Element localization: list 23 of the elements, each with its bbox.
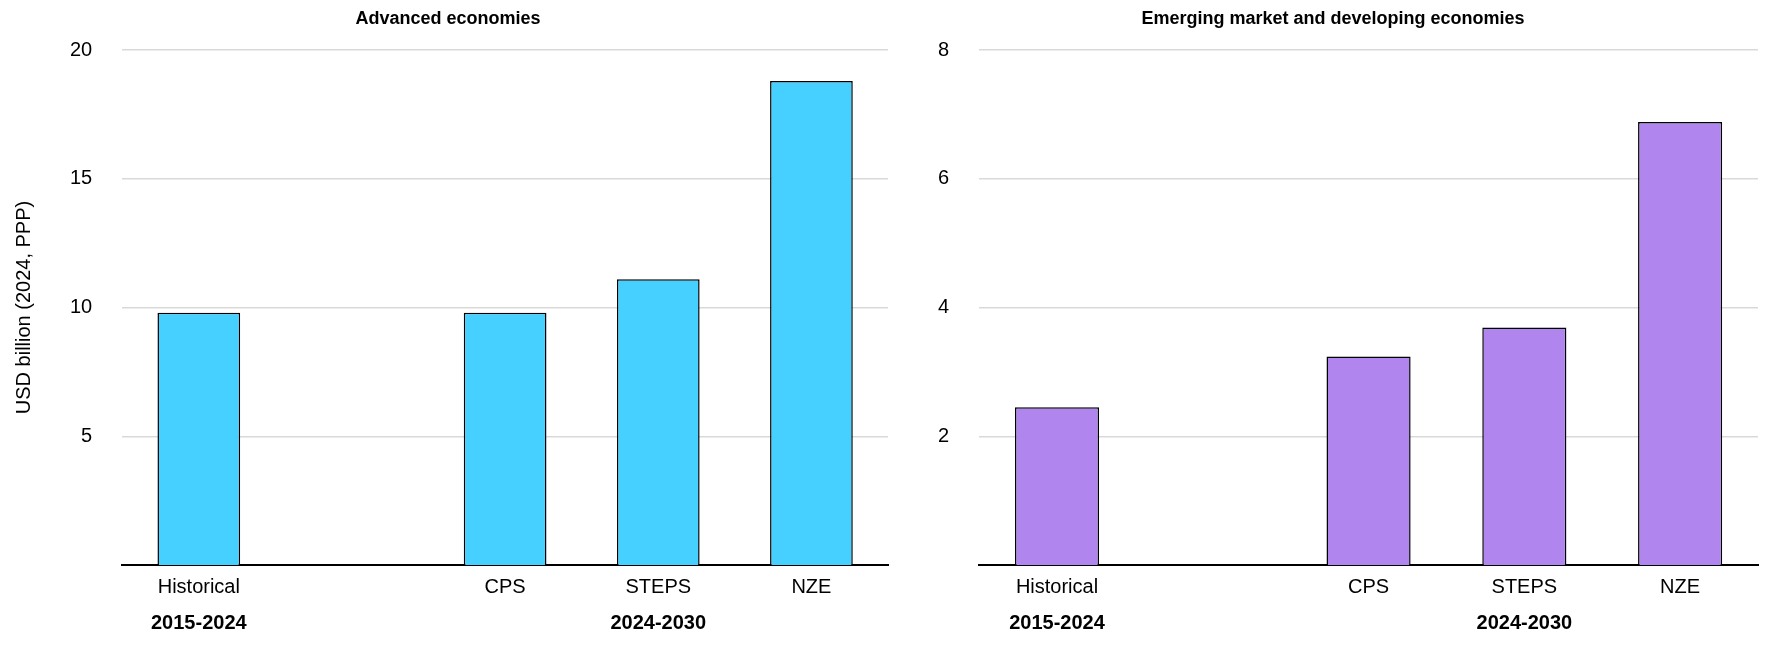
y-tick-label: 20: [70, 37, 93, 60]
x-tick-label: CPS: [1348, 574, 1390, 597]
text: 2024-2030: [610, 610, 707, 633]
x-tick-label: STEPS: [625, 574, 692, 597]
y-tick-label: 5: [81, 423, 93, 446]
y-tick-label: 2: [938, 423, 950, 446]
x-tick-label: NZE: [1660, 574, 1701, 597]
text: 2024-2030: [1476, 610, 1573, 633]
x-tick-label: NZE: [791, 574, 832, 597]
y-tick-label: 10: [70, 295, 93, 318]
chart-title: Advanced economies: [355, 8, 541, 29]
y-tick-label: 4: [938, 295, 950, 318]
y-tick-label: 8: [938, 37, 950, 60]
text: 2015-2024: [1009, 610, 1106, 633]
y-tick-label: 15: [70, 166, 93, 189]
y-axis-title: USD billion (2024, PPP): [11, 200, 34, 415]
x-tick-label: Historical: [157, 574, 240, 597]
text: 2015-2024: [150, 610, 248, 633]
y-tick-label: 6: [938, 166, 950, 189]
chart-title: Emerging market and developing economies: [1141, 8, 1525, 29]
x-tick-label: CPS: [484, 574, 526, 597]
x-tick-label: Historical: [1015, 574, 1099, 597]
x-tick-label: STEPS: [1491, 574, 1558, 597]
